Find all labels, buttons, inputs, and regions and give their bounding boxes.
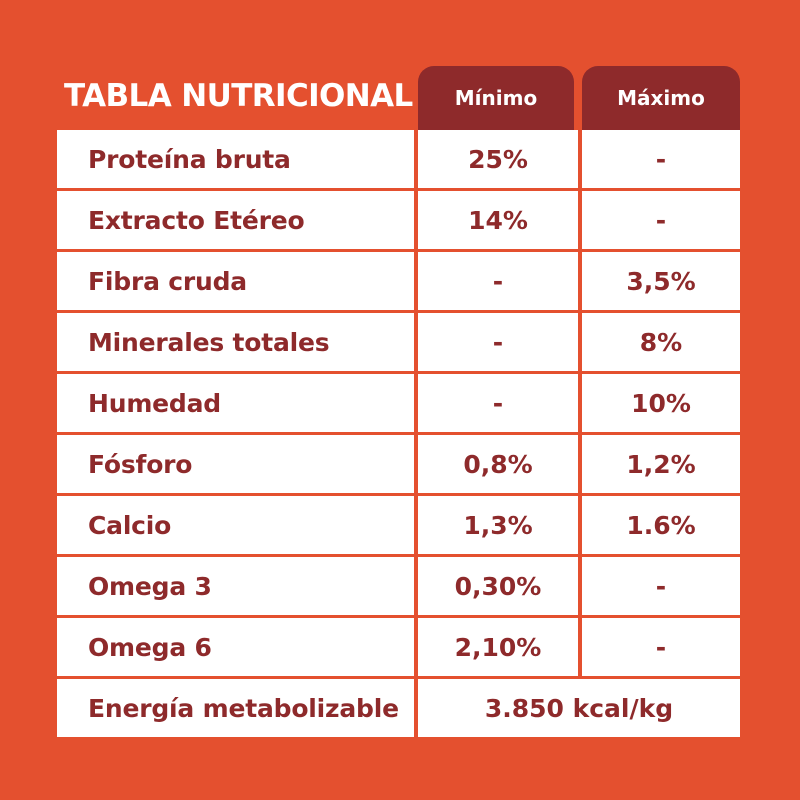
- nutrient-label: Omega 6: [57, 618, 414, 676]
- min-value: -: [418, 313, 578, 371]
- min-value: 1,3%: [418, 496, 578, 554]
- min-value: -: [418, 252, 578, 310]
- header-minimo: Mínimo: [418, 66, 574, 130]
- max-value: 1.6%: [582, 496, 740, 554]
- min-value: 2,10%: [418, 618, 578, 676]
- min-value: 25%: [418, 130, 578, 188]
- min-value: 0,30%: [418, 557, 578, 615]
- max-value: 3,5%: [582, 252, 740, 310]
- max-value: -: [582, 618, 740, 676]
- nutrient-label: Calcio: [57, 496, 414, 554]
- nutrient-label: Humedad: [57, 374, 414, 432]
- nutrient-label: Fósforo: [57, 435, 414, 493]
- energy-value: 3.850 kcal/kg: [418, 679, 740, 737]
- max-value: 8%: [582, 313, 740, 371]
- nutrient-label: Fibra cruda: [57, 252, 414, 310]
- header-maximo: Máximo: [582, 66, 740, 130]
- nutrient-label: Minerales totales: [57, 313, 414, 371]
- max-value: -: [582, 130, 740, 188]
- min-value: -: [418, 374, 578, 432]
- energy-label: Energía metabolizable: [57, 679, 414, 737]
- min-value: 14%: [418, 191, 578, 249]
- table-title: TABLA NUTRICIONAL: [64, 78, 413, 114]
- max-value: -: [582, 557, 740, 615]
- nutrition-table: Proteína bruta 25% - Extracto Etéreo 14%…: [57, 130, 740, 741]
- nutrient-label: Omega 3: [57, 557, 414, 615]
- max-value: 10%: [582, 374, 740, 432]
- nutrient-label: Proteína bruta: [57, 130, 414, 188]
- max-value: -: [582, 191, 740, 249]
- max-value: 1,2%: [582, 435, 740, 493]
- nutrient-label: Extracto Etéreo: [57, 191, 414, 249]
- min-value: 0,8%: [418, 435, 578, 493]
